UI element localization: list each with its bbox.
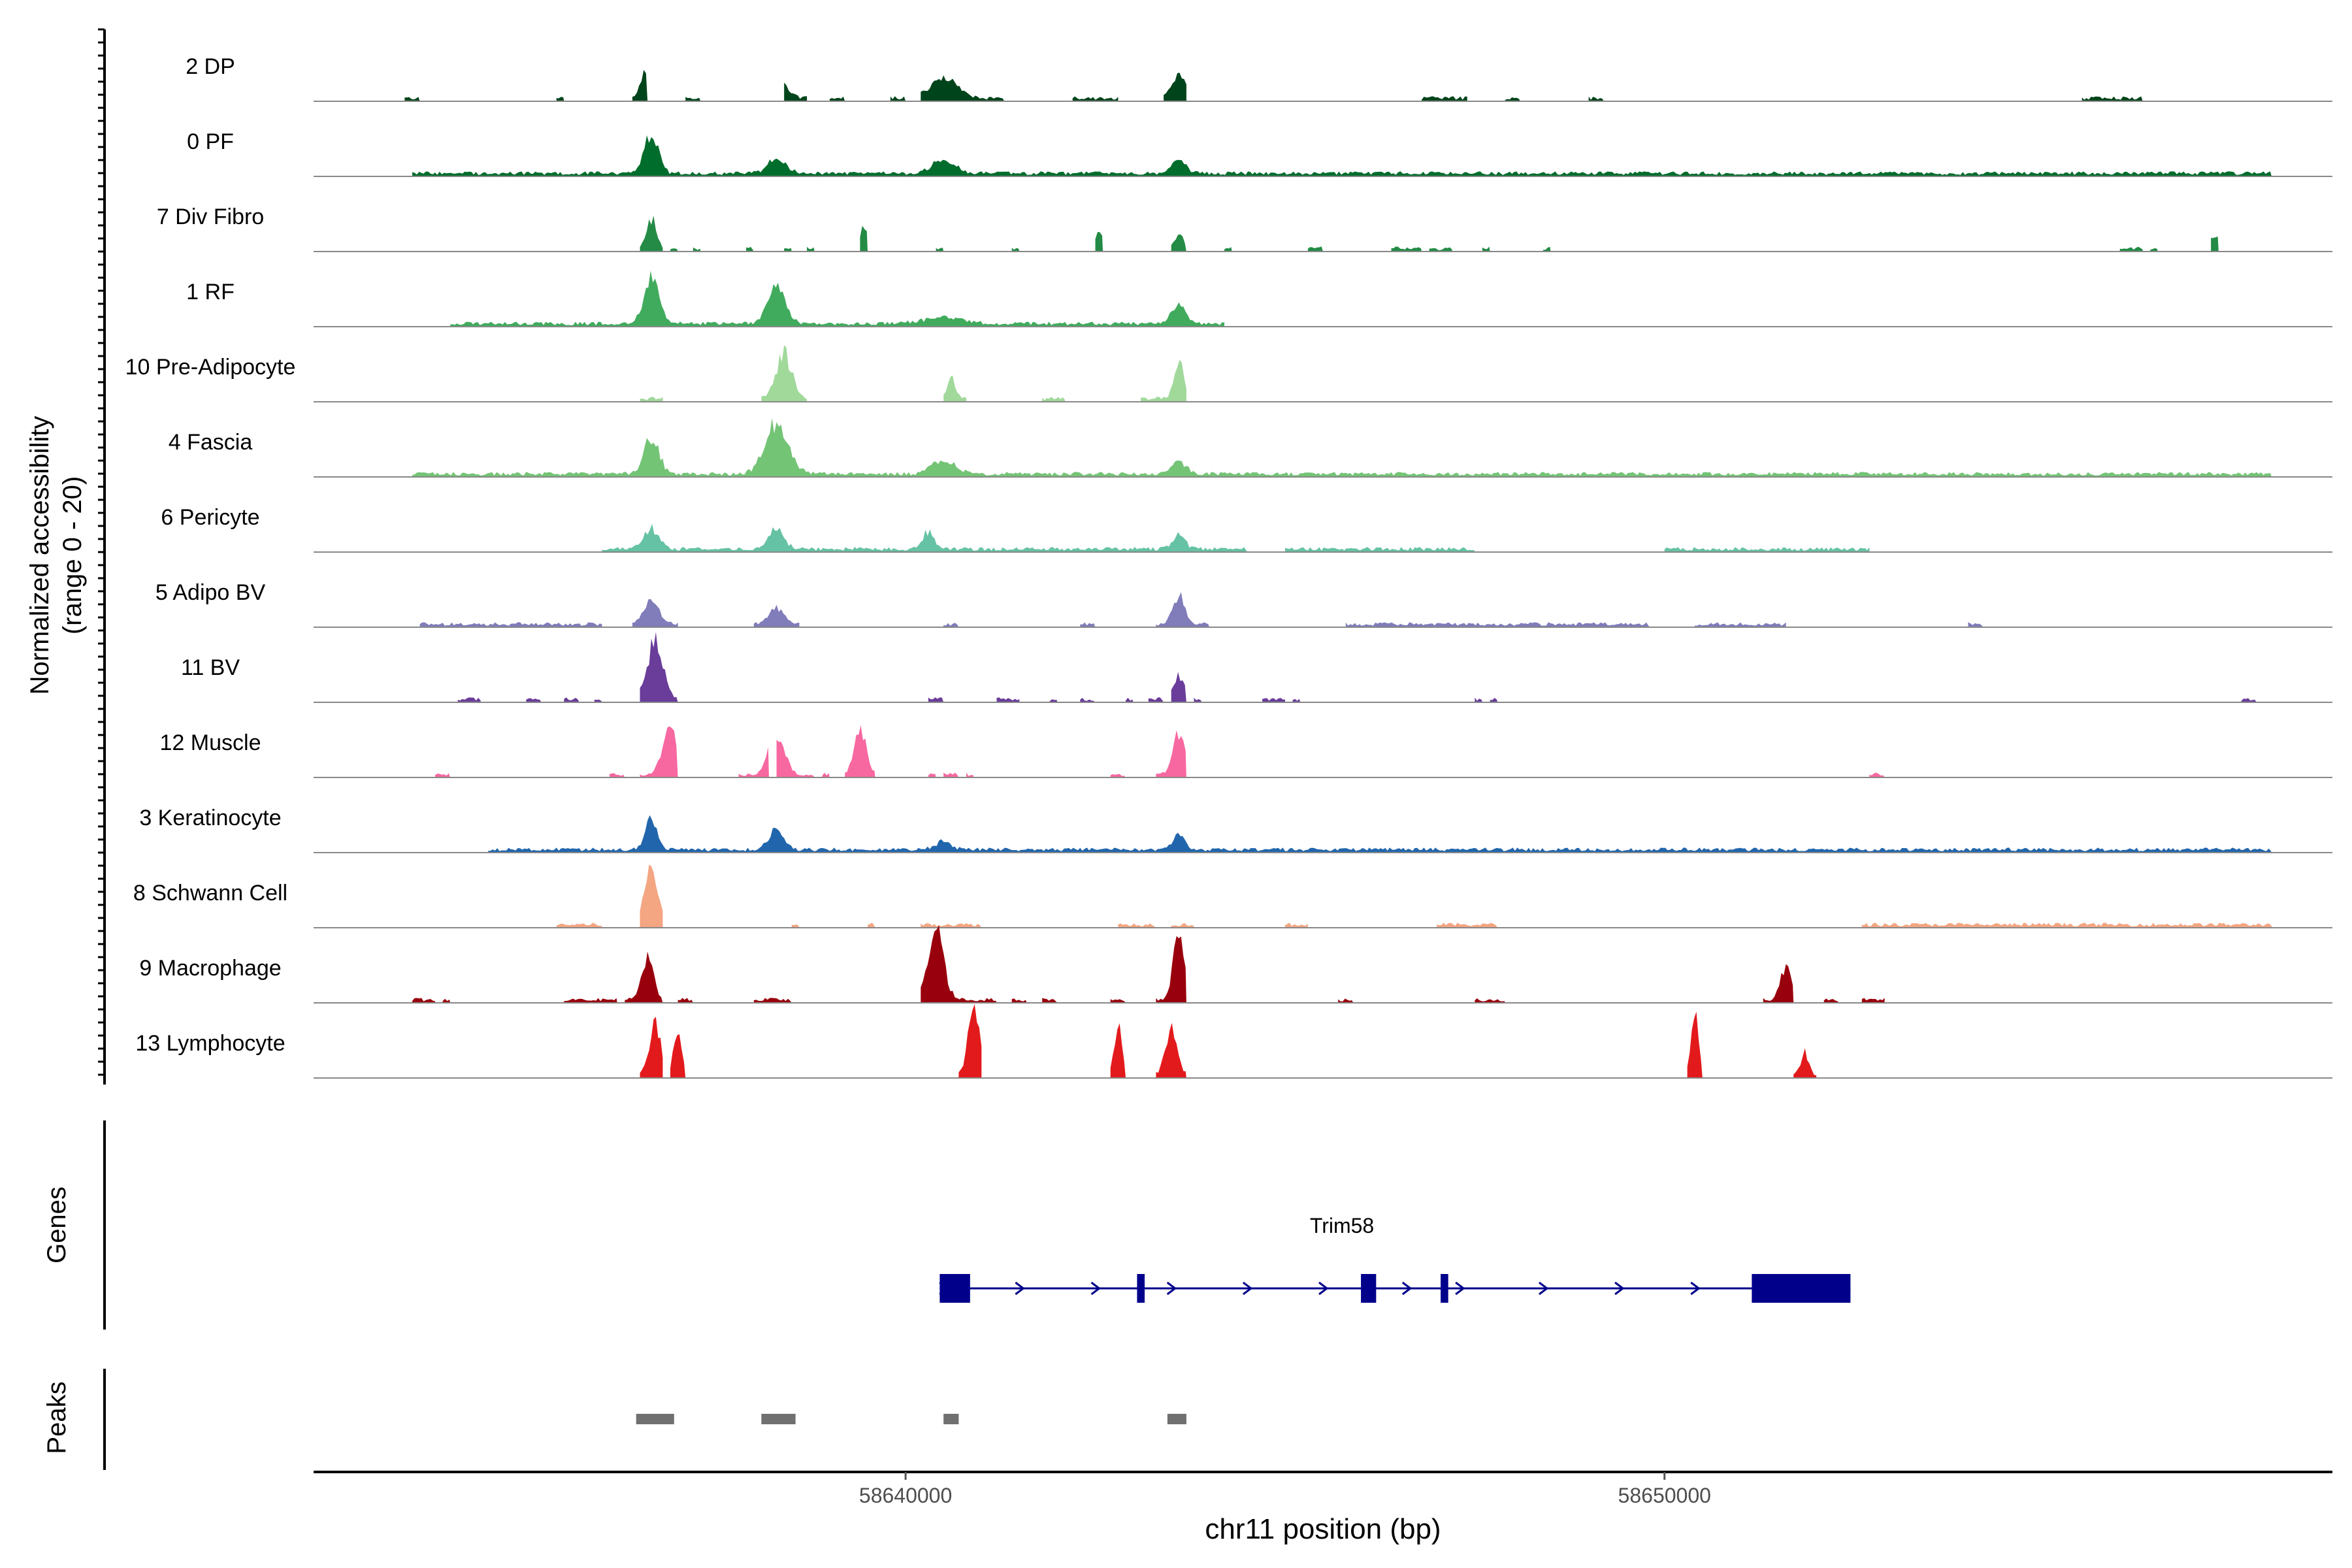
coverage-area (640, 1004, 1817, 1078)
coverage-area (434, 725, 1885, 777)
gene-strand-arrow (1614, 1281, 1625, 1296)
gene-strand-arrow (1318, 1281, 1329, 1296)
peak-region (1167, 1414, 1186, 1424)
track-label: 3 Keratinocyte (139, 806, 281, 830)
gene-exon (939, 1274, 970, 1303)
gene-exon (1361, 1274, 1377, 1303)
coverage-area (419, 592, 1984, 627)
track-label: 13 Lymphocyte (135, 1031, 285, 1056)
coverage-track: 2 DP (186, 54, 2332, 102)
coverage-track: 10 Pre-Adipocyte (125, 345, 2332, 402)
gene-label: Trim58 (1310, 1214, 1374, 1237)
coverage-track: 7 Div Fibro (157, 204, 2332, 252)
gene-track: Trim58 (939, 1214, 1851, 1303)
coverage-track: 8 Schwann Cell (133, 864, 2332, 928)
coverage-area (404, 69, 2143, 101)
track-label: 10 Pre-Adipocyte (125, 355, 296, 380)
coverage-track: 12 Muscle (160, 725, 2332, 778)
coverage-track: 13 Lymphocyte (135, 1004, 2332, 1079)
track-label: 11 BV (181, 655, 240, 680)
track-label: 0 PF (187, 129, 234, 154)
peak-region (943, 1414, 959, 1424)
track-label: 5 Adipo BV (155, 580, 266, 605)
gene-strand-arrow (1401, 1281, 1413, 1296)
track-label: 4 Fascia (169, 430, 253, 455)
genes-panel-label: Genes (42, 1186, 71, 1264)
coverage-track: 4 Fascia (169, 417, 2332, 478)
x-axis-tick-label: 58640000 (859, 1484, 952, 1507)
x-axis-tick-label: 58650000 (1618, 1484, 1711, 1507)
coverage-area (488, 815, 2272, 853)
track-label: 9 Macrophage (139, 956, 281, 981)
gene-exon (1441, 1274, 1448, 1303)
peak-region (761, 1414, 796, 1424)
coverage-area (640, 216, 2219, 252)
gene-strand-arrow (1538, 1281, 1549, 1296)
coverage-area (412, 135, 2272, 176)
track-label: 2 DP (186, 54, 235, 79)
coverage-area (457, 632, 2257, 702)
peaks-track (636, 1414, 1186, 1424)
coverage-area (556, 864, 2272, 928)
gene-strand-arrow (1242, 1281, 1253, 1296)
gene-strand-arrow (1015, 1281, 1025, 1296)
gene-strand-arrow (1090, 1281, 1101, 1296)
gene-exon (1752, 1274, 1851, 1303)
coverage-track: 0 PF (187, 129, 2332, 177)
gene-exon (1137, 1274, 1145, 1303)
gene-strand-arrow (1455, 1281, 1465, 1296)
y-axis-label: Normalized accessibility (range 0 - 20) (25, 416, 87, 695)
track-label: 1 RF (186, 280, 235, 304)
y-axis-label-line-1: Normalized accessibility (25, 416, 54, 695)
coverage-area (412, 925, 1885, 1003)
gene-strand-arrow (1166, 1281, 1177, 1296)
peak-region (636, 1414, 674, 1424)
coverage-track: 6 Pericyte (161, 505, 2332, 553)
coverage-area (450, 270, 1224, 327)
coverage-track: 11 BV (181, 632, 2332, 703)
coverage-area (602, 523, 1870, 552)
x-axis: 58640000 58650000 (314, 1471, 2332, 1507)
coverage-y-axis (98, 28, 106, 1085)
track-label: 12 Muscle (160, 730, 261, 755)
coverage-tracks: 2 DP 0 PF 7 Div Fibro 1 RF 10 Pre-Adipocyte 4… (125, 54, 2332, 1079)
coverage-area (640, 345, 1186, 402)
track-label: 6 Pericyte (161, 505, 259, 530)
coverage-track: 1 RF (186, 270, 2332, 327)
coverage-track: 9 Macrophage (139, 925, 2332, 1004)
coverage-area (412, 417, 2272, 477)
track-label: 8 Schwann Cell (133, 881, 287, 906)
y-axis-label-line-2: (range 0 - 20) (58, 476, 87, 634)
coverage-track: 5 Adipo BV (155, 580, 2332, 628)
coverage-track: 3 Keratinocyte (139, 806, 2332, 853)
x-axis-label: chr11 position (bp) (1205, 1513, 1441, 1545)
peaks-panel-label: Peaks (42, 1381, 71, 1454)
track-label: 7 Div Fibro (157, 204, 264, 229)
gene-strand-arrow (1690, 1281, 1701, 1296)
